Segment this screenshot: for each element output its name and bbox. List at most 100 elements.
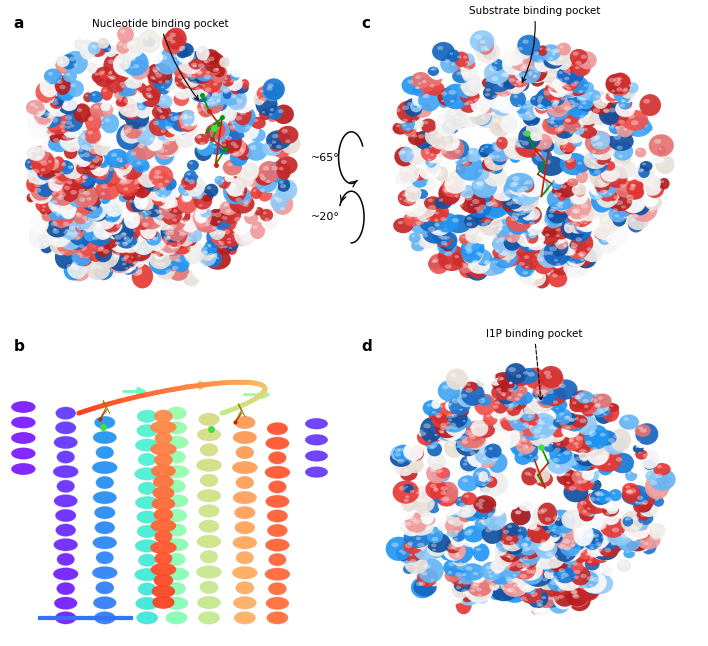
Ellipse shape <box>470 497 496 519</box>
Ellipse shape <box>183 116 189 120</box>
Ellipse shape <box>564 77 570 81</box>
Ellipse shape <box>565 434 583 450</box>
Ellipse shape <box>161 98 165 101</box>
Ellipse shape <box>88 228 111 246</box>
Ellipse shape <box>600 222 617 235</box>
Ellipse shape <box>404 199 409 202</box>
Ellipse shape <box>426 479 447 499</box>
Ellipse shape <box>519 209 526 213</box>
Ellipse shape <box>515 539 542 559</box>
Ellipse shape <box>444 59 450 63</box>
Ellipse shape <box>636 202 644 207</box>
Ellipse shape <box>386 537 412 561</box>
Ellipse shape <box>556 408 572 424</box>
Ellipse shape <box>570 566 590 585</box>
Ellipse shape <box>497 390 515 404</box>
Ellipse shape <box>640 428 647 433</box>
Ellipse shape <box>92 158 99 163</box>
Ellipse shape <box>467 150 473 154</box>
Ellipse shape <box>418 202 424 206</box>
Ellipse shape <box>544 443 555 452</box>
Ellipse shape <box>437 521 448 531</box>
Ellipse shape <box>597 490 612 503</box>
Ellipse shape <box>63 207 68 211</box>
Ellipse shape <box>108 48 110 50</box>
Ellipse shape <box>610 404 613 407</box>
Ellipse shape <box>93 432 117 444</box>
Ellipse shape <box>552 441 569 453</box>
Ellipse shape <box>435 413 442 417</box>
Ellipse shape <box>281 160 287 164</box>
Ellipse shape <box>571 590 577 594</box>
Ellipse shape <box>199 204 202 207</box>
Ellipse shape <box>591 538 612 556</box>
Ellipse shape <box>622 190 646 213</box>
Ellipse shape <box>432 145 435 147</box>
Ellipse shape <box>537 104 544 109</box>
Ellipse shape <box>492 59 503 71</box>
Ellipse shape <box>634 527 639 531</box>
Ellipse shape <box>418 581 425 586</box>
Ellipse shape <box>546 530 552 534</box>
Ellipse shape <box>412 94 426 107</box>
Ellipse shape <box>72 266 79 270</box>
Ellipse shape <box>482 200 502 216</box>
Ellipse shape <box>53 200 58 203</box>
Ellipse shape <box>207 96 213 101</box>
Ellipse shape <box>514 531 532 548</box>
Ellipse shape <box>215 213 222 218</box>
Ellipse shape <box>392 122 408 134</box>
Ellipse shape <box>198 428 221 441</box>
Ellipse shape <box>479 476 482 478</box>
Ellipse shape <box>532 505 558 526</box>
Ellipse shape <box>28 180 33 183</box>
Ellipse shape <box>115 235 122 240</box>
Ellipse shape <box>457 475 479 492</box>
Ellipse shape <box>76 225 79 227</box>
Ellipse shape <box>525 229 547 251</box>
Ellipse shape <box>420 509 432 518</box>
Ellipse shape <box>421 512 434 525</box>
Ellipse shape <box>32 146 50 163</box>
Ellipse shape <box>613 78 620 82</box>
Ellipse shape <box>564 482 588 503</box>
Ellipse shape <box>201 90 219 107</box>
Ellipse shape <box>603 102 629 126</box>
Ellipse shape <box>459 260 479 278</box>
Ellipse shape <box>75 240 93 258</box>
Ellipse shape <box>555 200 569 212</box>
Ellipse shape <box>154 432 172 444</box>
Ellipse shape <box>575 247 592 267</box>
Ellipse shape <box>576 198 600 222</box>
Ellipse shape <box>71 166 73 168</box>
Ellipse shape <box>493 250 516 268</box>
Ellipse shape <box>96 229 120 249</box>
Ellipse shape <box>425 81 445 96</box>
Ellipse shape <box>208 209 223 226</box>
Ellipse shape <box>605 225 629 246</box>
Ellipse shape <box>156 107 169 120</box>
Ellipse shape <box>93 67 114 87</box>
Ellipse shape <box>553 401 558 404</box>
Ellipse shape <box>587 576 594 581</box>
Ellipse shape <box>47 111 56 119</box>
Ellipse shape <box>459 191 486 213</box>
Ellipse shape <box>534 103 547 113</box>
Ellipse shape <box>177 43 194 57</box>
Ellipse shape <box>218 177 231 189</box>
Ellipse shape <box>534 429 541 433</box>
Ellipse shape <box>120 29 125 33</box>
Ellipse shape <box>416 189 428 199</box>
Ellipse shape <box>128 255 139 264</box>
Ellipse shape <box>85 94 88 96</box>
Ellipse shape <box>137 187 140 189</box>
Ellipse shape <box>240 79 249 89</box>
Ellipse shape <box>532 215 538 219</box>
Ellipse shape <box>573 134 576 136</box>
Ellipse shape <box>578 90 583 93</box>
Ellipse shape <box>205 249 231 270</box>
Ellipse shape <box>478 234 481 237</box>
Ellipse shape <box>64 51 88 74</box>
Ellipse shape <box>450 99 455 103</box>
Ellipse shape <box>484 262 491 266</box>
